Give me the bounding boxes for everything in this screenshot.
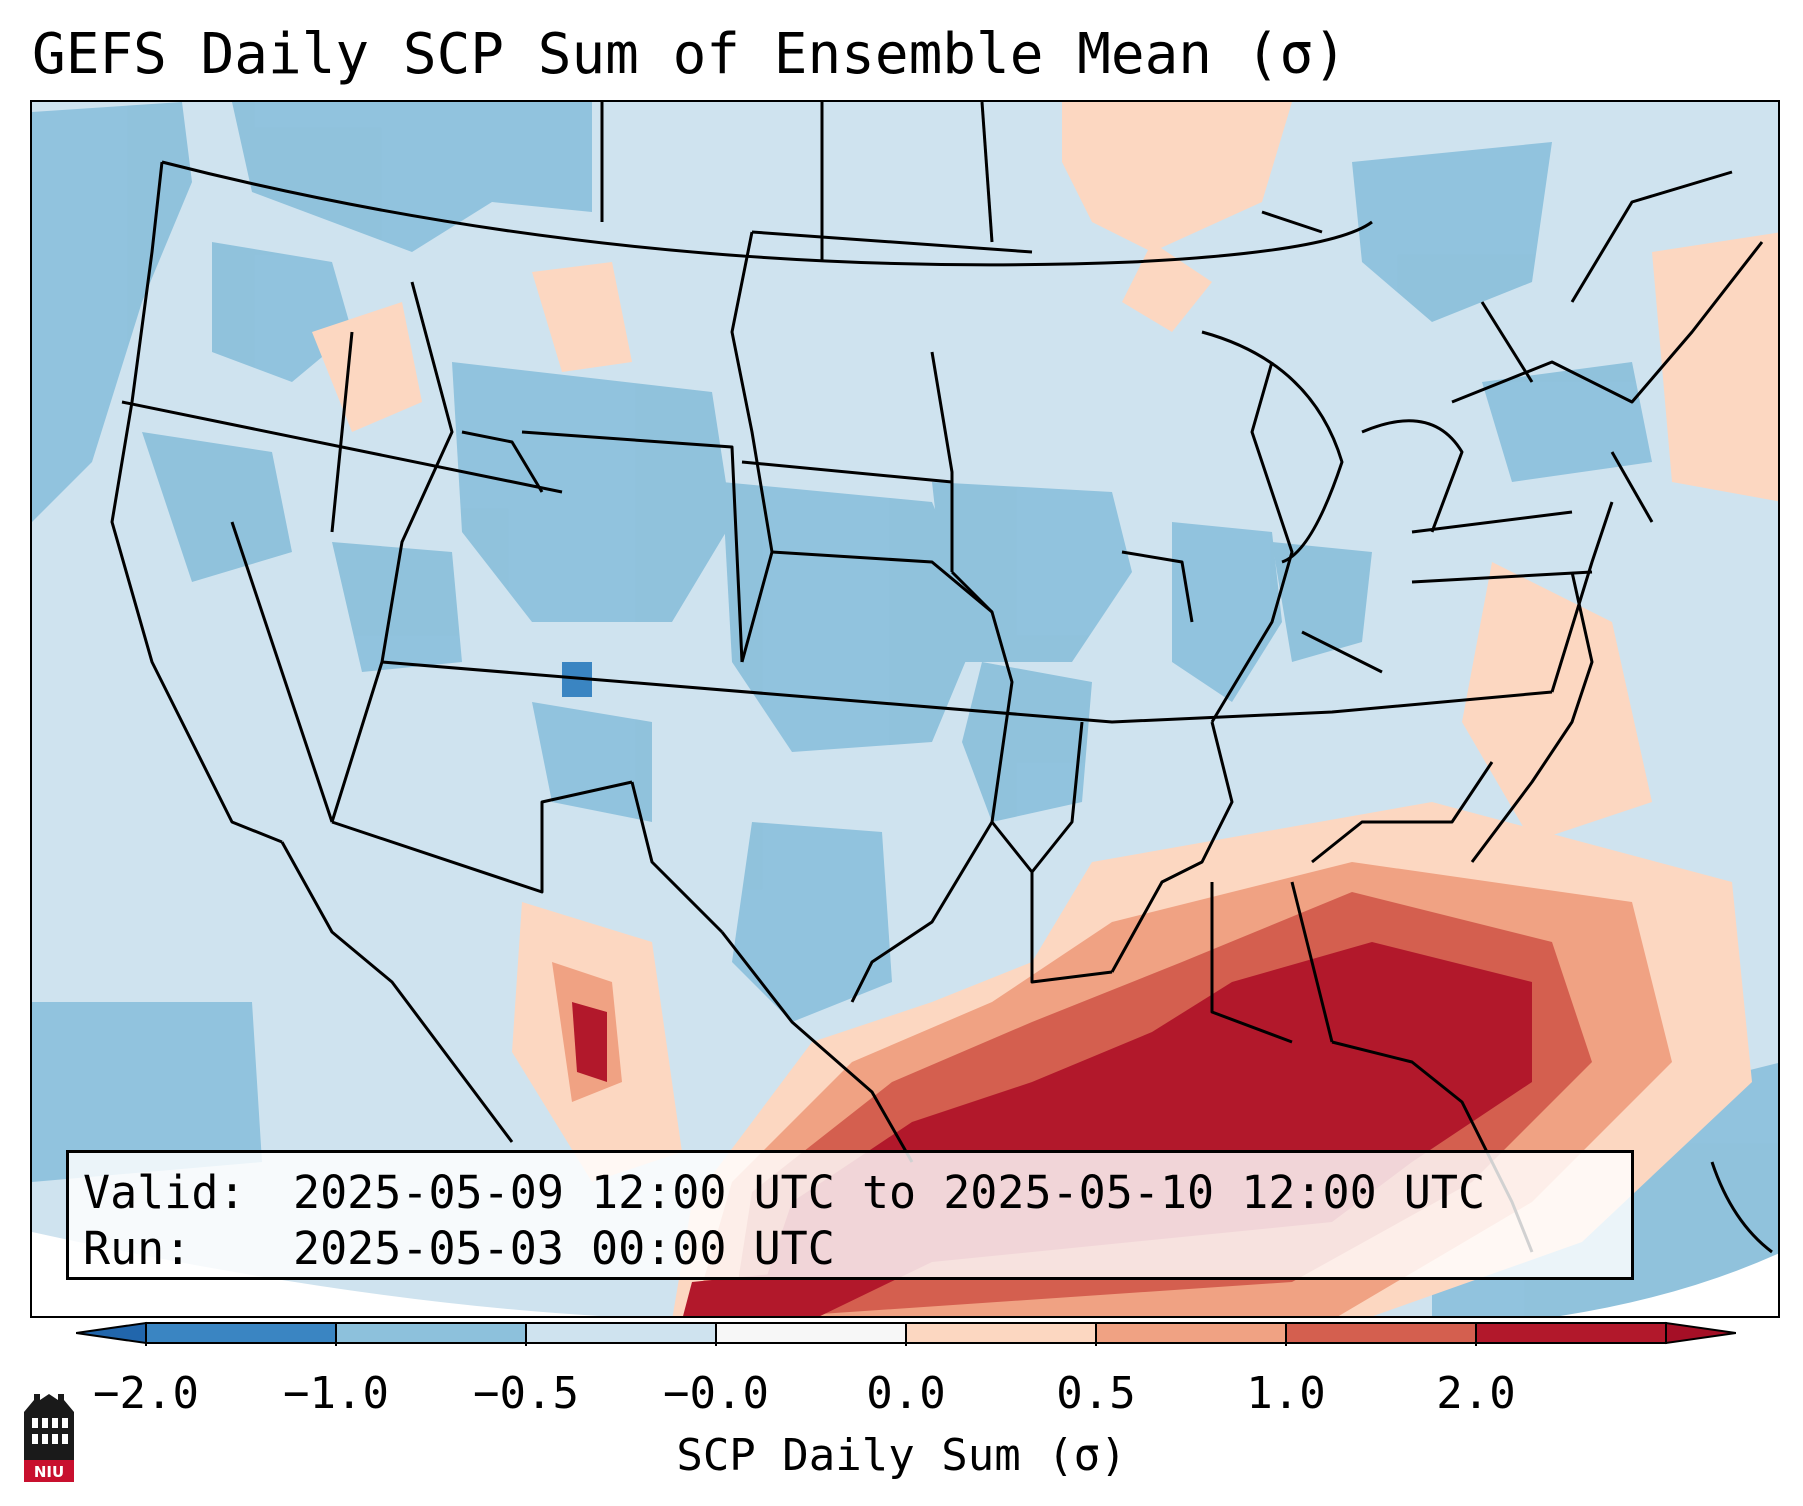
niu-logo-text: NIU [34,1463,64,1481]
colorbar-bin [716,1323,906,1343]
colorbar-bins [145,1322,1667,1346]
colorbar-bin [336,1323,526,1343]
map-panel [30,100,1780,1318]
scp-field-map [32,102,1778,1316]
colorbar-bin [1286,1323,1476,1343]
colorbar-tick-label: 2.0 [1436,1368,1516,1419]
colorbar-tick-label: 0.5 [1056,1368,1136,1419]
validity-info-box: Valid: 2025-05-09 12:00 UTC to 2025-05-1… [66,1150,1634,1280]
colorbar-label: SCP Daily Sum (σ) [676,1430,1127,1481]
colorbar-bin [526,1323,716,1343]
colorbar-tick-label: −2.0 [93,1368,199,1419]
valid-value: 2025-05-09 12:00 UTC to 2025-05-10 12:00… [293,1166,1486,1219]
colorbar-bin [1096,1323,1286,1343]
colorbar-tick-label: −0.5 [473,1368,579,1419]
map-title: GEFS Daily SCP Sum of Ensemble Mean (σ) [32,22,1347,87]
colorbar-bin [146,1323,336,1343]
colorbar-bin [1476,1323,1666,1343]
domain-edge-right [1560,1253,1778,1316]
valid-line: Valid: 2025-05-09 12:00 UTC to 2025-05-1… [83,1165,1617,1221]
colorbar-tick-label: −1.0 [283,1368,389,1419]
run-line: Run: 2025-05-03 00:00 UTC [83,1221,1617,1277]
colorbar-extend-low [76,1321,147,1345]
colorbar [76,1321,1736,1346]
valid-label: Valid: [83,1166,246,1219]
colorbar-tick-label: −0.0 [663,1368,769,1419]
domain-edge-left [32,1232,600,1316]
colorbar-tick-label: 0.0 [866,1368,946,1419]
colorbar-extend-high [1665,1321,1736,1345]
colorbar-bin [906,1323,1096,1343]
niu-logo: NIU [24,1394,74,1482]
state-and-country-borders [110,102,1773,1254]
run-value: 2025-05-03 00:00 UTC [293,1222,835,1275]
negative-anomaly-regions [32,102,1778,1316]
run-label: Run: [83,1222,192,1275]
colorbar-tick-label: 1.0 [1246,1368,1326,1419]
